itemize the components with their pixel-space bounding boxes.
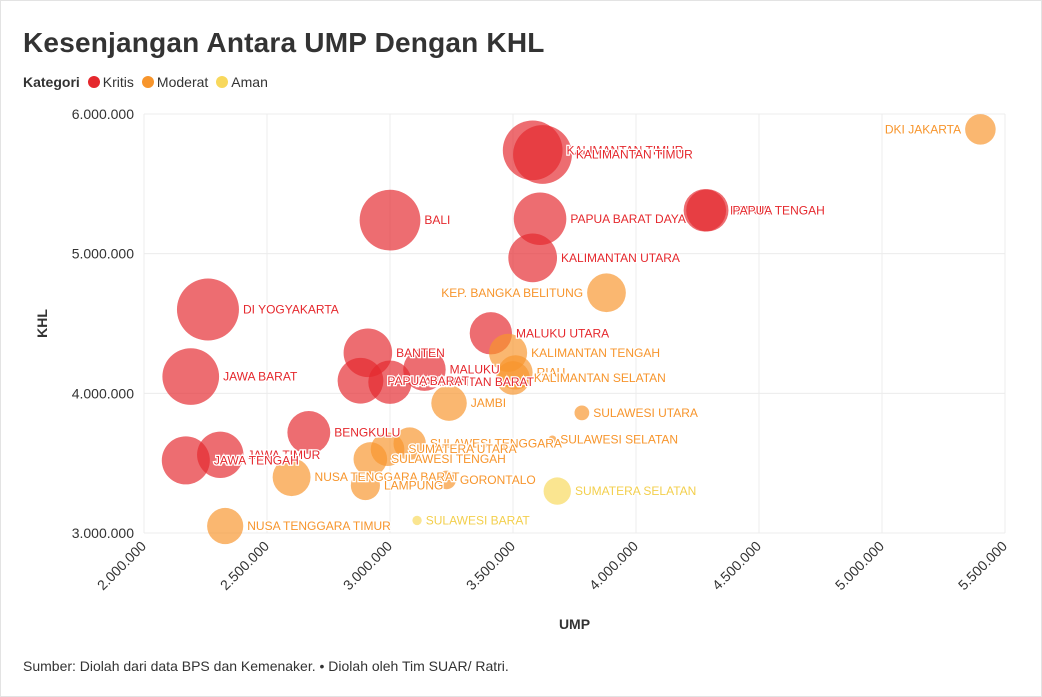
- point-label: PAPUA BARAT: [387, 374, 469, 388]
- point-label: SULAWESI SELATAN: [560, 432, 678, 446]
- bubble-point[interactable]: [437, 470, 456, 490]
- x-tick-label: 2.000.000: [94, 538, 150, 594]
- bubble-point[interactable]: [965, 114, 996, 145]
- bubble-point[interactable]: [412, 515, 422, 526]
- legend-text-moderat: Moderat: [156, 74, 209, 90]
- bubble-point[interactable]: [513, 125, 572, 184]
- bubble-point[interactable]: [548, 435, 557, 444]
- point-label: LAMPUNG: [384, 479, 443, 493]
- legend-swatch-aman: [216, 76, 229, 88]
- x-tick-label: 5.000.000: [832, 538, 888, 594]
- bubble-point[interactable]: [543, 477, 571, 505]
- x-tick-label: 4.000.000: [586, 538, 642, 594]
- point-label: GORONTALO: [460, 473, 536, 487]
- point-label: BANTEN: [396, 346, 445, 360]
- point-label: PAPUA: [730, 203, 770, 217]
- x-tick-label: 4.500.000: [709, 538, 765, 594]
- legend-text-aman: Aman: [231, 74, 268, 90]
- bubble-point[interactable]: [574, 405, 590, 421]
- legend-item-aman[interactable]: Aman: [216, 74, 268, 90]
- bubble-point[interactable]: [350, 470, 380, 501]
- bubble-point[interactable]: [513, 192, 567, 246]
- x-tick-label: 3.500.000: [463, 538, 519, 594]
- x-tick-label: 2.500.000: [217, 538, 273, 594]
- point-label: SULAWESI BARAT: [426, 513, 531, 527]
- y-axis-title: KHL: [34, 309, 50, 338]
- x-tick-label: 5.500.000: [955, 538, 1011, 594]
- point-label: KALIMANTAN TIMUR: [576, 148, 693, 162]
- point-label: DKI JAKARTA: [885, 122, 961, 136]
- point-label: KALIMANTAN TIMUR: [567, 143, 684, 157]
- legend-text-kritis: Kritis: [102, 74, 134, 90]
- x-tick-label: 3.000.000: [340, 538, 396, 594]
- y-tick-label: 5.000.000: [72, 246, 134, 262]
- point-label: SULAWESI TENGAH: [391, 452, 506, 466]
- legend-item-moderat[interactable]: Moderat: [141, 74, 209, 90]
- point-label: SULAWESI UTARA: [593, 406, 698, 420]
- source-note: Sumber: Diolah dari data BPS dan Kemenak…: [23, 658, 509, 674]
- bubble-point[interactable]: [287, 411, 331, 454]
- point-label: JAWA TIMUR: [247, 448, 320, 462]
- chart-title: Kesenjangan Antara UMP Dengan KHL: [23, 27, 545, 58]
- y-tick-label: 4.000.000: [72, 385, 134, 401]
- bubble-point[interactable]: [161, 436, 210, 485]
- point-label: KALIMANTAN SELATAN: [534, 371, 666, 385]
- point-label: KALIMANTAN TENGAH: [531, 346, 660, 360]
- point-label: RIAU: [537, 365, 566, 379]
- point-label: MALUKU: [450, 363, 500, 377]
- point-label: SUMATERA SELATAN: [575, 484, 696, 498]
- point-label: KALIMANTAN BARAT: [416, 375, 535, 389]
- bubble-point[interactable]: [176, 278, 239, 341]
- bubble-point[interactable]: [353, 442, 388, 476]
- bubble-point[interactable]: [496, 361, 530, 395]
- legend-swatch-kritis: [87, 76, 100, 88]
- point-label: DI YOGYAKARTA: [243, 303, 339, 317]
- y-tick-label: 6.000.000: [72, 106, 134, 122]
- point-label: NUSA TENGGARA BARAT: [315, 470, 461, 484]
- point-label: SULAWESI TENGGARA: [430, 437, 562, 451]
- bubble-point[interactable]: [359, 189, 421, 251]
- bubble-point[interactable]: [368, 360, 412, 404]
- point-label: JAMBI: [471, 396, 506, 410]
- bubble-point[interactable]: [272, 458, 311, 497]
- point-label: KEP. BANGKA BELITUNG: [441, 286, 583, 300]
- bubble-point[interactable]: [393, 427, 426, 460]
- point-label: NUSA TENGGARA TIMUR: [247, 519, 391, 533]
- scatter-chart: 3.000.000 4.000.000 5.000.000 6.000.000 2.00…: [34, 106, 1011, 632]
- legend-swatch-moderat: [141, 76, 154, 88]
- legend-label: Kategori: [23, 74, 80, 90]
- x-axis-title: UMP: [559, 616, 590, 632]
- point-label: PAPUA TENGAH: [732, 203, 824, 217]
- point-label: BALI: [424, 213, 450, 227]
- legend: Kategori Kritis Moderat Aman: [23, 74, 276, 90]
- bubble-point[interactable]: [197, 431, 244, 478]
- legend-item-kritis[interactable]: Kritis: [87, 74, 134, 90]
- bubble-point[interactable]: [162, 348, 220, 405]
- point-label: PAPUA BARAT DAYA: [570, 212, 686, 226]
- point-label: JAWA TENGAH: [214, 453, 299, 467]
- point-label: BENGKULU: [334, 425, 400, 439]
- bubble-point[interactable]: [686, 189, 729, 232]
- bubble-point[interactable]: [207, 507, 244, 545]
- point-label: KALIMANTAN UTARA: [561, 251, 680, 265]
- point-label: SUMATERA UTARA: [408, 442, 516, 456]
- y-tick-label: 3.000.000: [72, 525, 134, 541]
- bubble-point[interactable]: [431, 385, 467, 421]
- bubble-point[interactable]: [587, 273, 626, 313]
- point-label: JAWA BARAT: [223, 370, 298, 384]
- point-label: MALUKU UTARA: [516, 326, 609, 340]
- bubble-point[interactable]: [403, 348, 446, 391]
- bubble-point[interactable]: [508, 233, 558, 283]
